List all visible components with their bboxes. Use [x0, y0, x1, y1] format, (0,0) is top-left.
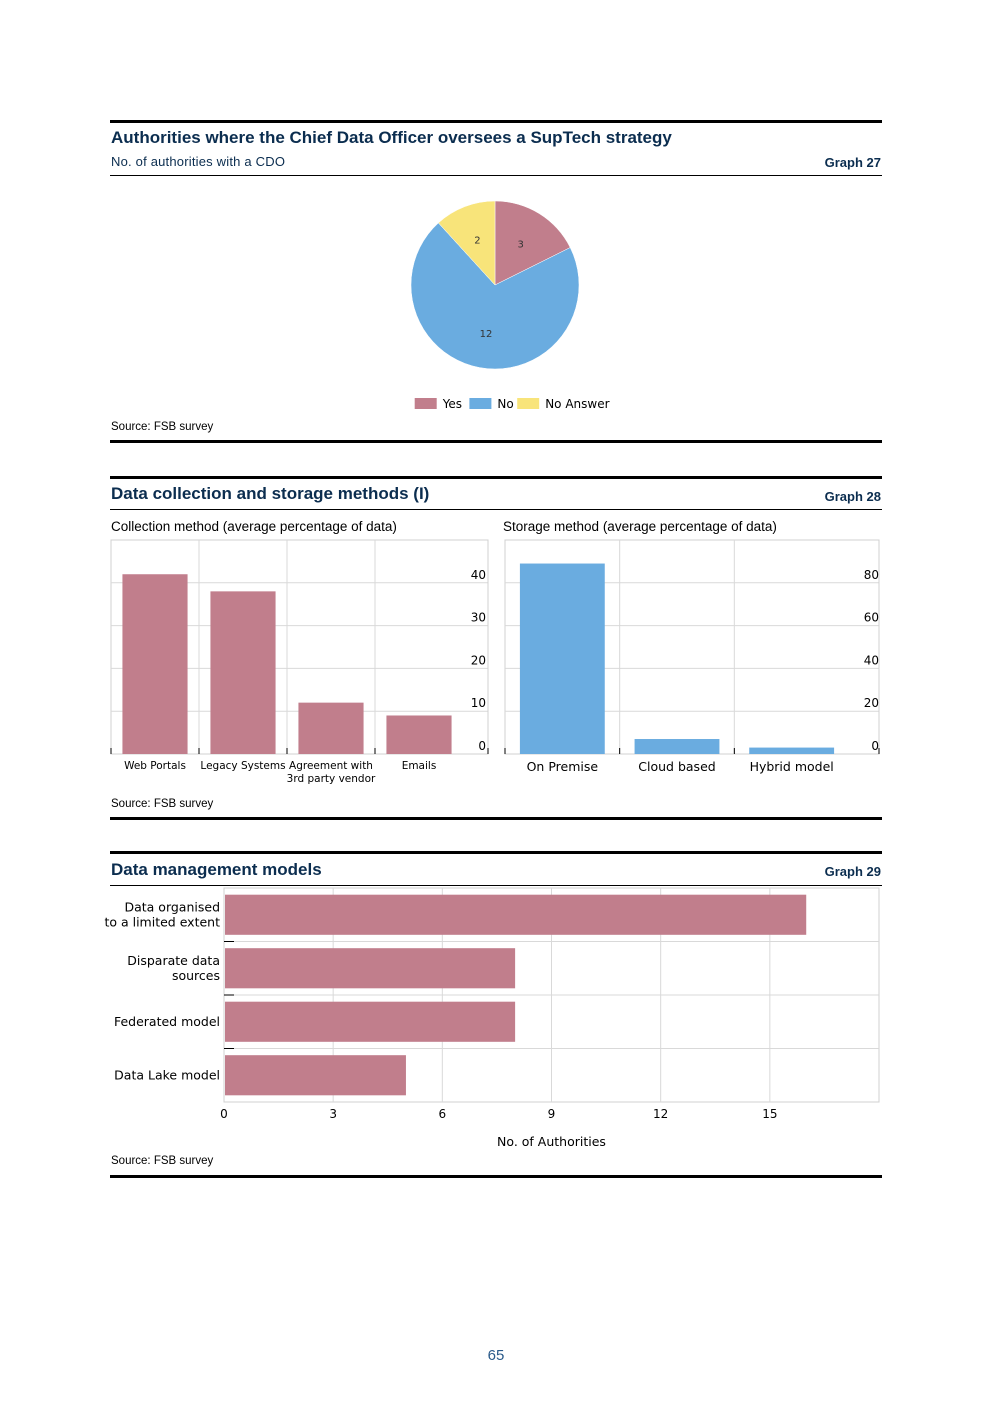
storage-bar-chart: 0 20 40 60 80 On Premise Cloud based Hybrid mod…	[504, 539, 880, 774]
graph28-label: Graph 28	[824, 489, 881, 504]
graph28-title: Data collection and storage methods (I)	[111, 484, 430, 503]
x-tick-label-hybrid-model: Hybrid model	[750, 759, 834, 774]
pie-data-label-yes: 3	[517, 240, 523, 251]
graph27-subtitle: No. of authorities with a CDO	[111, 154, 286, 169]
collection-bar-chart: 0 10 20 30 40 Web Portals Legacy Systems Agreem…	[110, 539, 489, 785]
graph27-label: Graph 27	[824, 155, 881, 170]
cdo-pie-chart: 3 12 2 Yes No No Answer	[410, 200, 610, 411]
graph28-bottom-rule	[110, 817, 882, 820]
x-tick-label-on-premise: On Premise	[527, 759, 599, 774]
y-tick-label: 30	[471, 611, 486, 625]
graph29-header-rule	[110, 885, 882, 886]
y-tick-label-federated-model: Federated model	[114, 1014, 220, 1029]
legend-label-no: No	[497, 397, 513, 411]
legend-swatch-no-answer	[517, 398, 540, 409]
collection-chart-title: Collection method (average percentage of…	[111, 519, 397, 534]
y-tick-label: 40	[471, 568, 486, 582]
x-tick-label: 3	[329, 1107, 337, 1121]
hbar-data-organised-to-a-limited-extent	[225, 894, 807, 935]
bar-on-premise	[519, 563, 605, 754]
pie-slice-yes	[494, 200, 571, 286]
x-tick-label-legacy-systems: Legacy Systems	[200, 760, 285, 772]
bar-emails	[386, 715, 452, 754]
x-tick-label: 0	[220, 1107, 228, 1121]
graph28-source: Source: FSB survey	[111, 798, 214, 810]
bar-agreement-with-3rd-party-vendor	[298, 702, 364, 754]
bar-legacy-systems	[210, 591, 276, 754]
graph29-title: Data management models	[111, 860, 322, 879]
x-axis-title: No. of Authorities	[497, 1134, 606, 1149]
bar-web-portals	[122, 574, 188, 754]
graph28-header-rule	[110, 509, 882, 510]
y-tick-label: 10	[471, 696, 486, 710]
hbar-federated-model	[225, 1001, 516, 1042]
hbar-disparate-data-sources	[225, 948, 516, 989]
graph29-bottom-rule	[110, 1175, 882, 1178]
graph27-top-rule	[110, 120, 882, 123]
pie-slice-no-answer	[438, 200, 496, 286]
legend-swatch-yes	[414, 398, 437, 409]
x-tick-label: 15	[762, 1107, 777, 1121]
legend-label-no-answer: No Answer	[545, 397, 609, 411]
y-tick-label: 0	[478, 739, 486, 753]
y-tick-label: 60	[864, 611, 879, 625]
page-number: 65	[487, 1347, 505, 1364]
graph27-source: Source: FSB survey	[111, 421, 214, 433]
bar-hybrid-model	[749, 747, 835, 754]
graph29-source: Source: FSB survey	[111, 1155, 214, 1167]
pie-slice-no	[410, 222, 580, 370]
y-tick-label-disparate-data-sources: Disparate data sources	[127, 953, 220, 983]
bar-cloud-based	[634, 739, 720, 754]
graph28-top-rule	[110, 476, 882, 479]
y-tick-label-data-lake-model: Data Lake model	[114, 1067, 220, 1082]
legend-swatch-no	[469, 398, 492, 409]
y-tick-label-data-organised-to-a-limited-extent: Data organised to a limited extent	[104, 899, 220, 929]
graph27-bottom-rule	[110, 440, 882, 443]
models-hbar-chart: Data organised to a limited extent Dispara…	[104, 887, 880, 1149]
x-tick-label: 12	[653, 1107, 668, 1121]
y-tick-label: 40	[864, 653, 879, 667]
legend-label-yes: Yes	[442, 397, 462, 411]
pie-data-label-no: 12	[480, 329, 493, 340]
x-tick-label-cloud-based: Cloud based	[638, 759, 715, 774]
x-tick-label: 9	[548, 1107, 556, 1121]
graph27-header-rule	[110, 175, 882, 176]
graph29-top-rule	[110, 851, 882, 854]
y-tick-label: 80	[864, 568, 879, 582]
y-tick-label: 20	[471, 653, 486, 667]
y-tick-label: 20	[864, 696, 879, 710]
graph29-label: Graph 29	[824, 864, 881, 879]
x-tick-label-agreement-with-3rd-party-vendor: Agreement with 3rd party vendor	[287, 760, 376, 785]
x-tick-label: 6	[439, 1107, 447, 1121]
x-tick-label-web-portals: Web Portals	[124, 760, 186, 772]
x-tick-label-emails: Emails	[402, 760, 437, 772]
pie-data-label-no-answer: 2	[474, 236, 480, 247]
graph27-title: Authorities where the Chief Data Officer…	[111, 128, 672, 147]
storage-chart-title: Storage method (average percentage of da…	[503, 519, 777, 534]
hbar-data-lake-model	[225, 1055, 406, 1096]
y-tick-label: 0	[871, 739, 879, 753]
